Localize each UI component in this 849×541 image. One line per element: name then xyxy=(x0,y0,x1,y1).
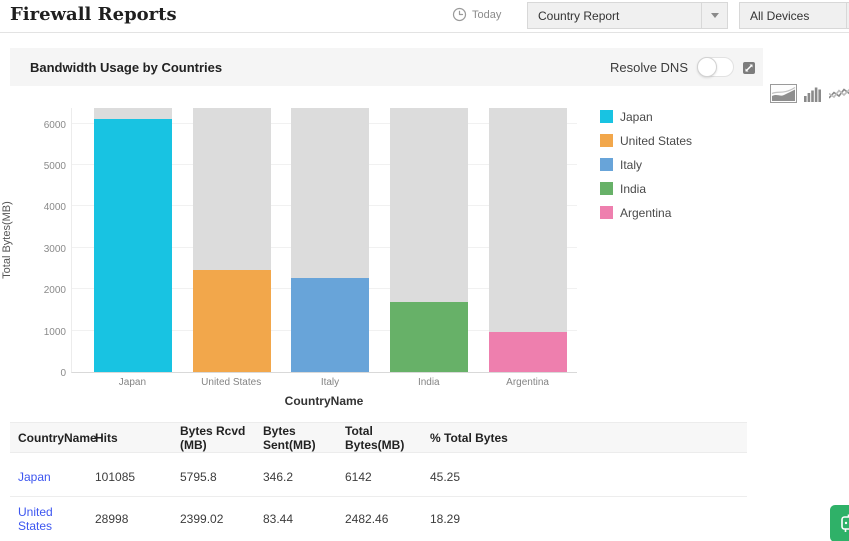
value-cell: 6142 xyxy=(337,452,422,497)
x-tick-label: United States xyxy=(201,377,262,388)
chevron-down-icon xyxy=(701,3,727,28)
bar-group xyxy=(380,108,479,372)
legend-item-united-states[interactable]: United States xyxy=(600,133,693,148)
expand-icon[interactable] xyxy=(743,61,755,74)
legend-swatch xyxy=(600,110,613,123)
y-tick-label: 0 xyxy=(60,368,66,379)
x-tick-label: India xyxy=(417,377,440,388)
panel-title: Bandwidth Usage by Countries xyxy=(30,59,223,75)
y-tick-label: 3000 xyxy=(43,243,66,255)
toggle-knob xyxy=(697,57,717,77)
legend-item-india[interactable]: India xyxy=(600,181,692,196)
country-link[interactable]: United States xyxy=(18,505,53,533)
x-tick-label: Japan xyxy=(118,377,147,388)
bar-track xyxy=(94,108,173,372)
legend-label: Italy xyxy=(620,157,643,172)
legend-swatch xyxy=(600,134,613,147)
line-chart-icon[interactable] xyxy=(828,86,849,106)
bar-track xyxy=(192,108,271,372)
page-title: Firewall Reports xyxy=(10,4,177,25)
legend-item-italy[interactable]: Italy xyxy=(600,157,692,172)
chevron-down-icon xyxy=(846,3,849,28)
legend-label: Japan xyxy=(620,109,653,124)
today-label: Today xyxy=(472,8,502,21)
bar-india[interactable] xyxy=(390,301,469,372)
y-tick-label: 4000 xyxy=(43,202,66,214)
value-cell: 18.29 xyxy=(422,496,747,541)
y-tick-label: 1000 xyxy=(43,326,66,338)
bar-italy[interactable] xyxy=(291,277,370,372)
table-row: United States 28998 2399.02 83.44 2482.46 18.… xyxy=(10,496,747,541)
value-cell: 28998 xyxy=(87,496,172,541)
report-select-label: Country Report xyxy=(538,8,620,23)
country-cell: United States xyxy=(10,496,87,541)
clock-icon xyxy=(452,7,467,22)
table-header-hits: Hits xyxy=(87,422,172,453)
table-row: Japan 101085 5795.8 346.2 6142 45.25 xyxy=(10,452,747,497)
legend-item-japan[interactable]: Japan xyxy=(600,109,692,124)
legend-swatch xyxy=(600,182,613,195)
x-axis-title: CountryName xyxy=(284,394,364,408)
bar-group xyxy=(281,108,380,372)
country-link[interactable]: Japan xyxy=(18,470,51,484)
panel-header: Bandwidth Usage by Countries Resolve DNS xyxy=(10,48,763,86)
legend-swatch xyxy=(600,206,613,219)
resolve-dns-toggle[interactable] xyxy=(697,57,734,77)
device-select-label: All Devices xyxy=(750,8,810,23)
table-header-row: CountryName Hits Bytes Rcvd (MB) Bytes Sent… xyxy=(10,422,747,453)
area-chart-icon[interactable] xyxy=(770,84,797,108)
chat-widget-button[interactable] xyxy=(830,505,849,541)
column-chart-icon[interactable] xyxy=(804,85,822,107)
value-cell: 83.44 xyxy=(255,496,337,541)
bar-track xyxy=(291,108,370,372)
y-axis-title: Total Bytes(MB) xyxy=(1,201,13,279)
x-tick-label: Italy xyxy=(320,377,340,388)
y-tick-label: 2000 xyxy=(43,285,66,297)
resolve-dns-label: Resolve DNS xyxy=(609,59,688,75)
table-header-bytes-sent-mb-: Bytes Sent(MB) xyxy=(255,422,337,453)
table-header--total-bytes: % Total Bytes xyxy=(422,422,747,453)
plot-area xyxy=(71,108,577,373)
table-header-total-bytes-mb-: Total Bytes(MB) xyxy=(337,422,422,453)
legend-swatch xyxy=(600,158,613,171)
legend-label: United States xyxy=(620,133,693,148)
device-select[interactable]: All Devices xyxy=(739,2,849,29)
chart-type-toolbar xyxy=(770,84,849,108)
chart-legend: Japan United States Italy India Argentina xyxy=(600,110,692,230)
table-header-bytes-rcvd-mb-: Bytes Rcvd (MB) xyxy=(172,422,255,453)
value-cell: 101085 xyxy=(87,452,172,497)
bar-group xyxy=(478,108,577,372)
value-cell: 5795.8 xyxy=(172,452,255,497)
bandwidth-table: CountryName Hits Bytes Rcvd (MB) Bytes Sent… xyxy=(10,422,747,541)
bar-group xyxy=(84,108,183,372)
bar-united-states[interactable] xyxy=(192,269,271,372)
bar-track xyxy=(390,108,469,372)
x-axis-labels: Japan United States Italy India Argentina xyxy=(71,377,577,388)
value-cell: 346.2 xyxy=(255,452,337,497)
legend-label: India xyxy=(620,181,647,196)
value-cell: 2482.46 xyxy=(337,496,422,541)
y-tick-label: 6000 xyxy=(43,119,66,131)
table-header-countryname: CountryName xyxy=(10,422,97,453)
value-cell: 2399.02 xyxy=(172,496,255,541)
legend-item-argentina[interactable]: Argentina xyxy=(600,205,692,220)
legend-label: Argentina xyxy=(620,205,672,220)
report-select[interactable]: Country Report xyxy=(527,2,728,29)
value-cell: 45.25 xyxy=(422,452,747,497)
bar-japan[interactable] xyxy=(94,118,173,372)
bar-argentina[interactable] xyxy=(488,332,567,372)
country-cell: Japan xyxy=(10,452,87,497)
bar-group xyxy=(183,108,282,372)
x-tick-label: Argentina xyxy=(506,377,549,388)
y-tick-label: 5000 xyxy=(43,160,66,172)
today-button[interactable]: Today xyxy=(452,7,501,22)
bar-track xyxy=(488,108,567,372)
topbar-divider xyxy=(0,32,849,33)
